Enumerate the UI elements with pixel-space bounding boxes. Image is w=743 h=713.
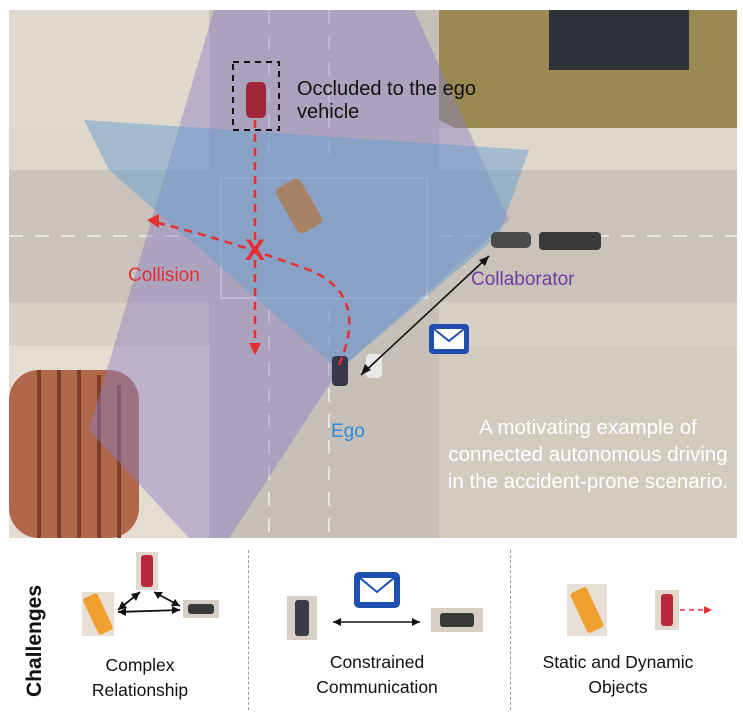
constrained-communication-title: Constrained Communication (316, 652, 438, 698)
occluded-red-car (246, 82, 266, 118)
red-car-icon (136, 552, 158, 590)
ego-trajectory-arrowhead (147, 214, 159, 228)
brick-building (9, 370, 139, 538)
orange-truck-icon (567, 584, 607, 636)
link-arrowhead-start (361, 364, 371, 375)
crossing-car (276, 178, 322, 234)
challenges-panel: Challenges (0, 540, 743, 713)
dark-car-icon (183, 600, 219, 618)
orange-truck-icon (82, 592, 114, 636)
dark-car-icon (431, 608, 483, 632)
ego-trajectory (153, 220, 351, 366)
parked-cars (491, 232, 601, 250)
collision-marker: X (245, 234, 265, 267)
trajectory-arrowhead (249, 343, 261, 355)
motion-arrow (680, 606, 712, 614)
occluded-box (232, 61, 280, 131)
relationship-arrowheads (118, 592, 180, 616)
link-arrowhead-end (479, 256, 489, 266)
envelope-icon (354, 572, 400, 608)
collision-label: Collision (128, 265, 200, 286)
divider-1 (248, 550, 249, 710)
divider-2 (510, 550, 511, 710)
red-car-icon (655, 590, 679, 630)
communication-arrow (333, 618, 420, 626)
scenario-caption: A motivating example of connected autono… (447, 416, 729, 494)
upper-left-lot (9, 10, 219, 130)
ego-label: Ego (331, 421, 365, 442)
dark-car-icon (287, 596, 317, 640)
occluded-label: Occluded to the ego vehicle (297, 78, 477, 123)
envelope-icon (429, 324, 469, 354)
building-top-right (549, 10, 689, 70)
challenges-icons (82, 552, 712, 640)
complex-relationship-title: Complex Relationship (91, 655, 189, 701)
collaborator-field-of-view (84, 120, 529, 370)
static-dynamic-objects-title: Static and Dynamic Objects (542, 652, 694, 698)
collaborator-label: Collaborator (471, 269, 575, 290)
scenario-image: X Occluded to the ego vehicle Collision … (9, 10, 737, 538)
lower-right-lot (439, 346, 737, 538)
relationship-arrows (117, 591, 181, 613)
communication-link (360, 255, 490, 376)
intersection-scene: X (9, 10, 737, 538)
